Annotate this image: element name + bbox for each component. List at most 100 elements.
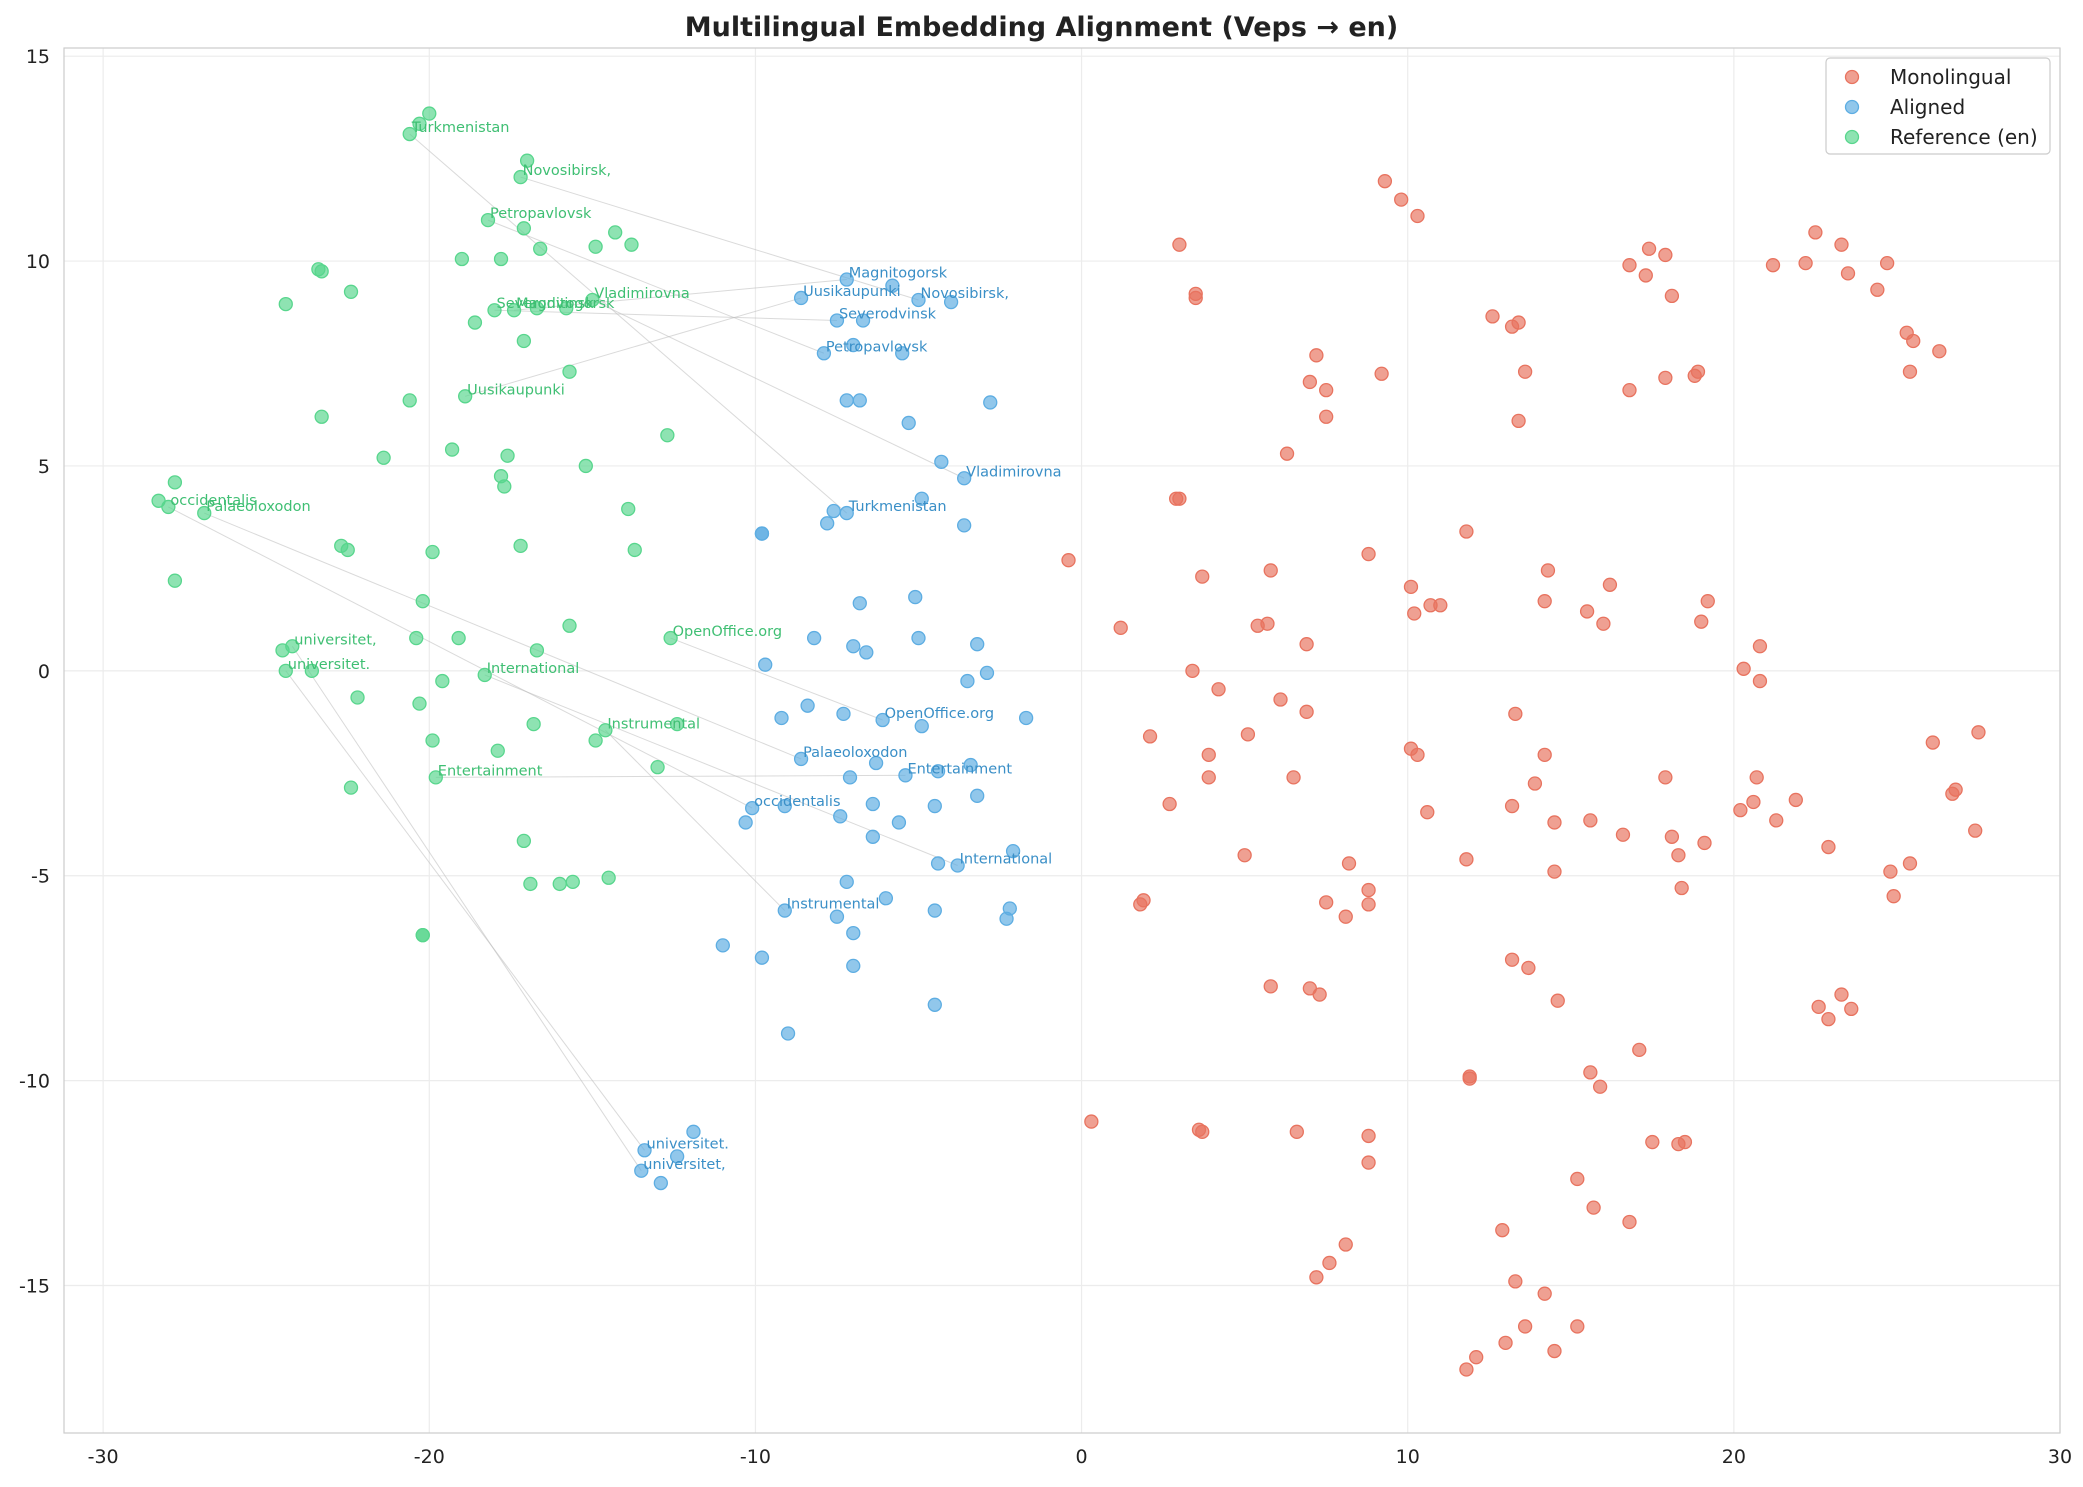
- scatter-point: [1540, 563, 1556, 578]
- scatter-point: [1142, 729, 1158, 744]
- scatter-point: [754, 950, 770, 965]
- scatter-point: [839, 874, 854, 890]
- scatter-point: [1322, 1255, 1337, 1271]
- scatter-point: [1622, 1214, 1637, 1230]
- scatter-point: [865, 829, 880, 844]
- scatter-point: [1260, 616, 1275, 631]
- scatter-point: [513, 169, 528, 185]
- scatter-point: [1498, 1335, 1513, 1351]
- y-tick-label: -10: [19, 1071, 50, 1093]
- scatter-point: [500, 448, 515, 463]
- annotation-label: Novosibirsk,: [920, 286, 1009, 302]
- scatter-point: [1263, 563, 1278, 578]
- scatter-point: [1690, 364, 1706, 379]
- scatter-point: [340, 542, 355, 558]
- scatter-point: [670, 716, 685, 732]
- alignment-link: [435, 774, 906, 778]
- scatter-point: [1527, 776, 1543, 791]
- scatter-point: [1410, 747, 1425, 762]
- scatter-point: [878, 891, 894, 906]
- annotation-label: universitet,: [294, 632, 376, 648]
- scatter-point: [793, 290, 809, 306]
- scatter-point: [167, 475, 183, 490]
- scatter-point: [1769, 813, 1784, 828]
- y-tick-label: 5: [38, 456, 50, 478]
- scatter-point: [428, 770, 443, 785]
- scatter-point: [1517, 364, 1533, 379]
- scatter-point: [1237, 848, 1252, 863]
- scatter-point: [833, 809, 848, 824]
- scatter-point: [885, 278, 900, 293]
- scatter-point: [1504, 798, 1520, 814]
- scatter-point: [1902, 364, 1918, 379]
- scatter-point: [1537, 747, 1552, 762]
- annotation-label: Palaeoloxodon: [206, 499, 310, 515]
- scatter-point: [1632, 1042, 1647, 1058]
- scatter-point: [758, 657, 773, 672]
- scatter-point: [777, 798, 792, 814]
- scatter-point: [1821, 839, 1836, 855]
- alignment-link: [168, 506, 753, 809]
- scatter-point: [839, 393, 854, 408]
- scatter-point: [621, 501, 636, 517]
- scatter-point: [846, 958, 861, 974]
- annotation-label: Severodvinsk: [497, 296, 595, 312]
- scatter-point: [793, 751, 809, 767]
- scatter-point: [529, 301, 545, 316]
- annotation-label: Turkmenistan: [411, 120, 510, 136]
- y-tick-label: -5: [31, 866, 50, 888]
- scatter-point: [1211, 682, 1226, 697]
- scatter-point: [846, 639, 861, 654]
- scatter-point: [1694, 614, 1709, 629]
- scatter-point: [1834, 987, 1849, 1002]
- scatter-point: [1240, 727, 1256, 742]
- scatter-point: [1547, 864, 1562, 879]
- scatter-point: [516, 833, 532, 849]
- scatter-point: [1462, 1071, 1477, 1086]
- scatter-point: [970, 788, 985, 803]
- annotation-label: Uusikaupunki: [467, 382, 565, 398]
- scatter-point: [1932, 344, 1947, 359]
- scatter-point: [1018, 710, 1034, 726]
- annotation-label: International: [487, 661, 580, 677]
- scatter-point: [780, 1026, 796, 1041]
- annotation-label: Entertainment: [907, 761, 1012, 777]
- scatter-point: [1968, 823, 1983, 838]
- scatter-point: [1886, 889, 1901, 904]
- scatter-point: [875, 712, 890, 728]
- scatter-point: [852, 393, 867, 408]
- scatter-point: [497, 479, 512, 494]
- scatter-point: [402, 393, 417, 408]
- scatter-point: [627, 542, 642, 558]
- scatter-point: [927, 903, 942, 918]
- scatter-point: [343, 780, 359, 795]
- y-tick-label: 0: [38, 661, 50, 683]
- scatter-point: [1971, 725, 1986, 740]
- scatter-point: [1309, 1270, 1324, 1285]
- alignment-link: [487, 219, 825, 354]
- series-2: [151, 106, 685, 943]
- scatter-point: [278, 296, 293, 312]
- scatter-point: [898, 768, 913, 783]
- scatter-point: [1289, 1124, 1304, 1139]
- scatter-point: [493, 251, 509, 267]
- scatter-point: [1511, 413, 1526, 429]
- scatter-point: [911, 630, 926, 646]
- annotation-label: occidentalis: [170, 493, 256, 509]
- scatter-point: [588, 239, 603, 254]
- scatter-point: [914, 719, 929, 734]
- scatter-point: [458, 389, 473, 404]
- scatter-point: [1537, 1286, 1552, 1301]
- plot-frame: [63, 47, 2061, 1434]
- scatter-point: [1319, 383, 1334, 398]
- scatter-point: [304, 663, 320, 678]
- scatter-point: [1906, 333, 1921, 349]
- scatter-point: [1172, 237, 1187, 252]
- scatter-point: [601, 870, 616, 885]
- scatter-point: [1798, 255, 1813, 271]
- scatter-point: [1622, 258, 1637, 273]
- scatter-point: [562, 618, 577, 633]
- annotation-label: Entertainment: [438, 763, 543, 779]
- scatter-point: [519, 153, 535, 168]
- alignment-link: [494, 309, 837, 321]
